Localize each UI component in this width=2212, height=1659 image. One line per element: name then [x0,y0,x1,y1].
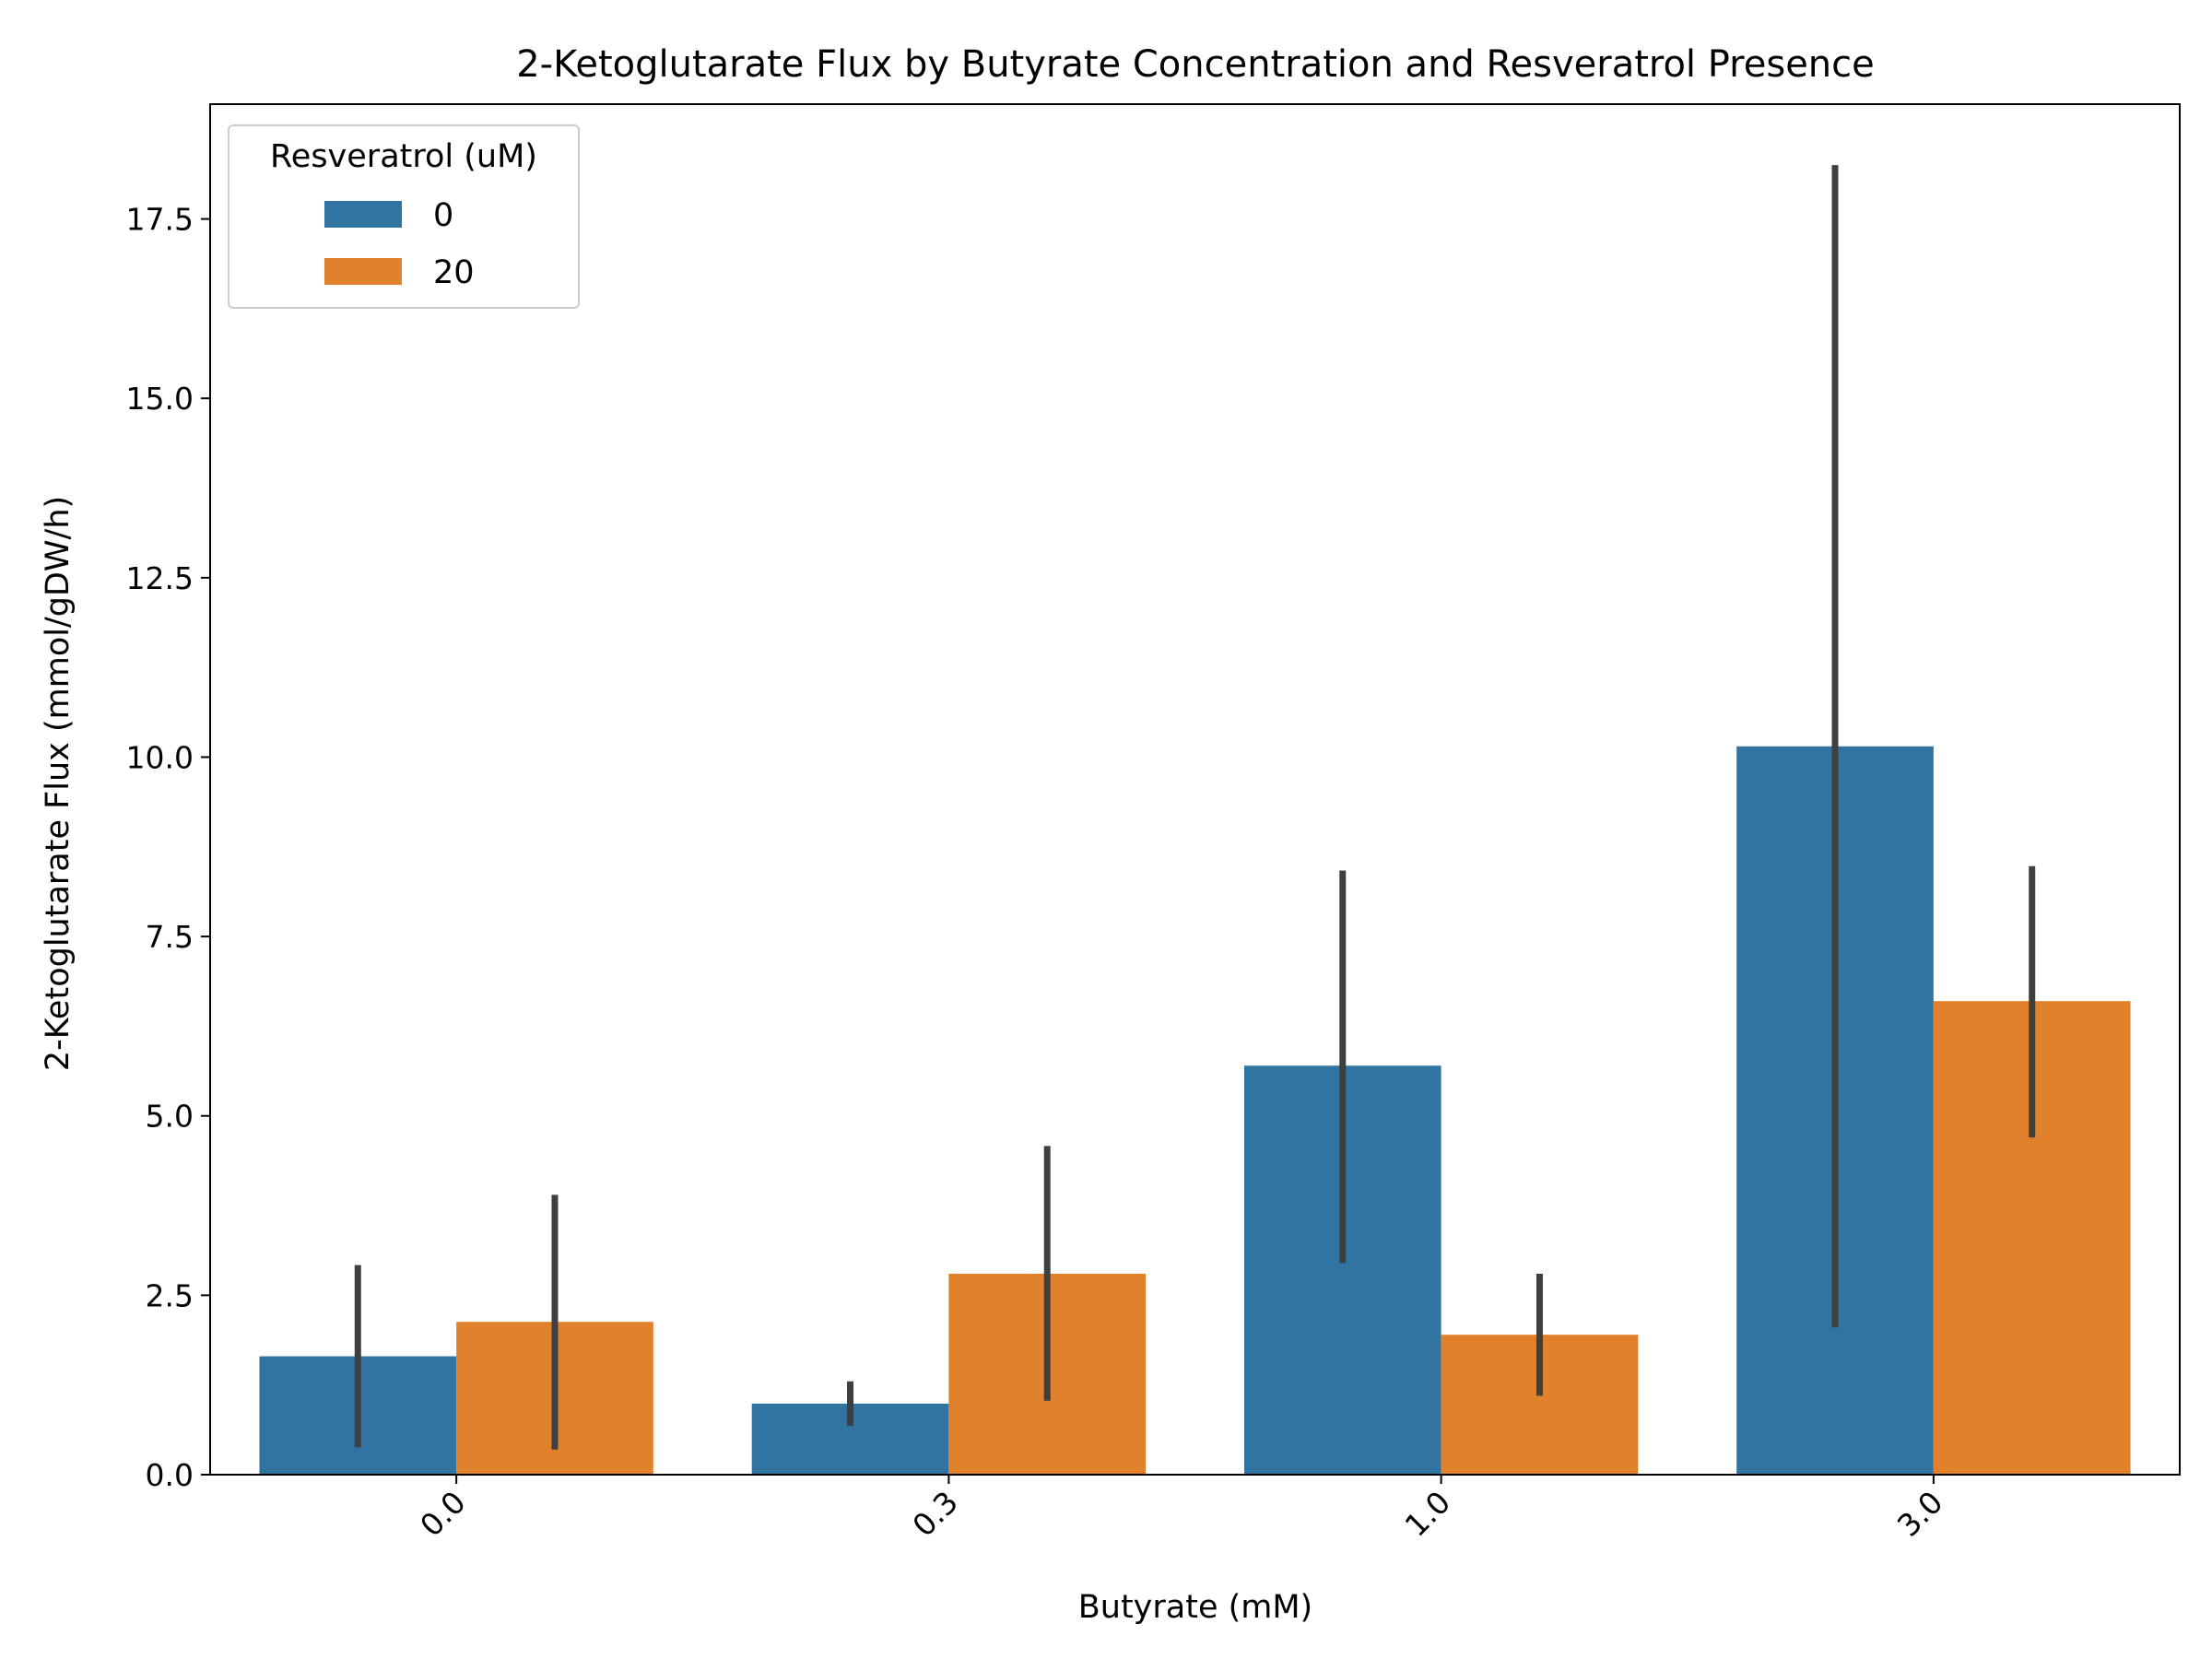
legend: Resveratrol (uM) 0 20 [228,124,580,309]
y-tick-label: 12.5 [126,560,194,596]
y-tick-label: 17.5 [126,202,194,238]
chart-title: 2-Ketoglutarate Flux by Butyrate Concent… [516,43,1875,86]
x-tick-label: 0.3 [905,1484,965,1544]
legend-swatch-20 [324,258,402,285]
y-tick-label: 15.0 [126,381,194,417]
plot-frame [209,103,2181,1476]
bars-layer [259,746,2131,1475]
legend-label-20: 20 [433,254,475,291]
legend-label-0: 0 [433,197,453,234]
x-tick-label: 3.0 [1890,1484,1950,1544]
y-axis-label: 2-Ketoglutarate Flux (mmol/gDW/h) [40,496,76,1071]
x-tick-label: 1.0 [1398,1484,1458,1544]
x-axis-label: Butyrate (mM) [1078,1589,1312,1626]
legend-swatch-0 [324,201,402,228]
y-tick-label: 0.0 [146,1457,194,1493]
legend-title: Resveratrol (uM) [270,138,537,175]
y-tick-label: 10.0 [126,739,194,775]
y-tick-label: 5.0 [146,1099,194,1135]
legend-frame [228,124,580,309]
y-tick-label: 7.5 [146,919,194,955]
y-tick-label: 2.5 [146,1277,194,1313]
error-bars-layer [354,165,2036,1450]
x-tick-label: 0.0 [413,1484,473,1544]
